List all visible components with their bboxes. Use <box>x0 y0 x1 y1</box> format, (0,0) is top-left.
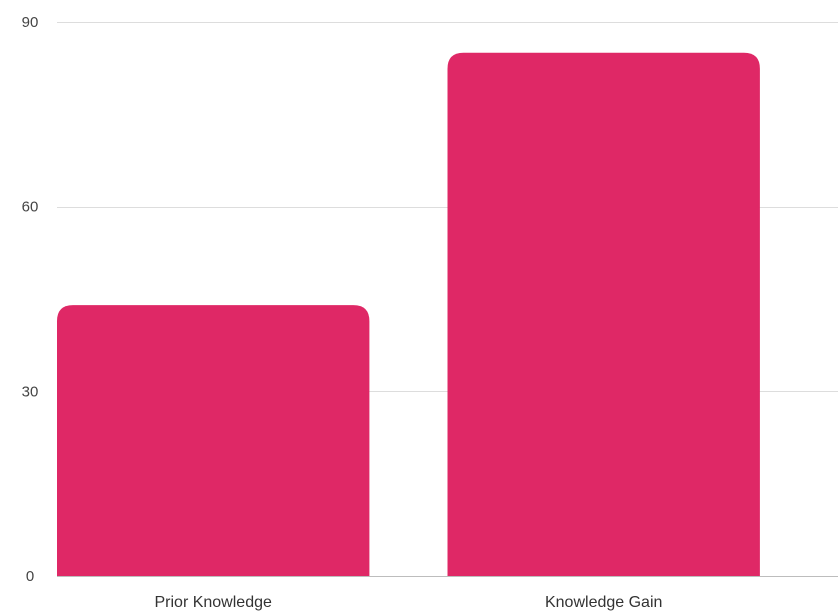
y-tick-label-30: 30 <box>22 383 39 400</box>
bar-knowledge-gain <box>447 52 760 577</box>
y-tick-label-60: 60 <box>22 199 39 216</box>
bars-layer <box>57 52 760 577</box>
x-category-label-prior-knowledge: Prior Knowledge <box>154 594 272 611</box>
y-tick-label-90: 90 <box>22 14 39 31</box>
x-axis: Prior Knowledge Knowledge Gain <box>154 594 662 611</box>
y-axis: 0 30 60 90 <box>22 14 39 585</box>
x-category-label-knowledge-gain: Knowledge Gain <box>545 594 662 611</box>
y-tick-label-0: 0 <box>26 568 34 585</box>
bar-prior-knowledge <box>57 305 370 576</box>
